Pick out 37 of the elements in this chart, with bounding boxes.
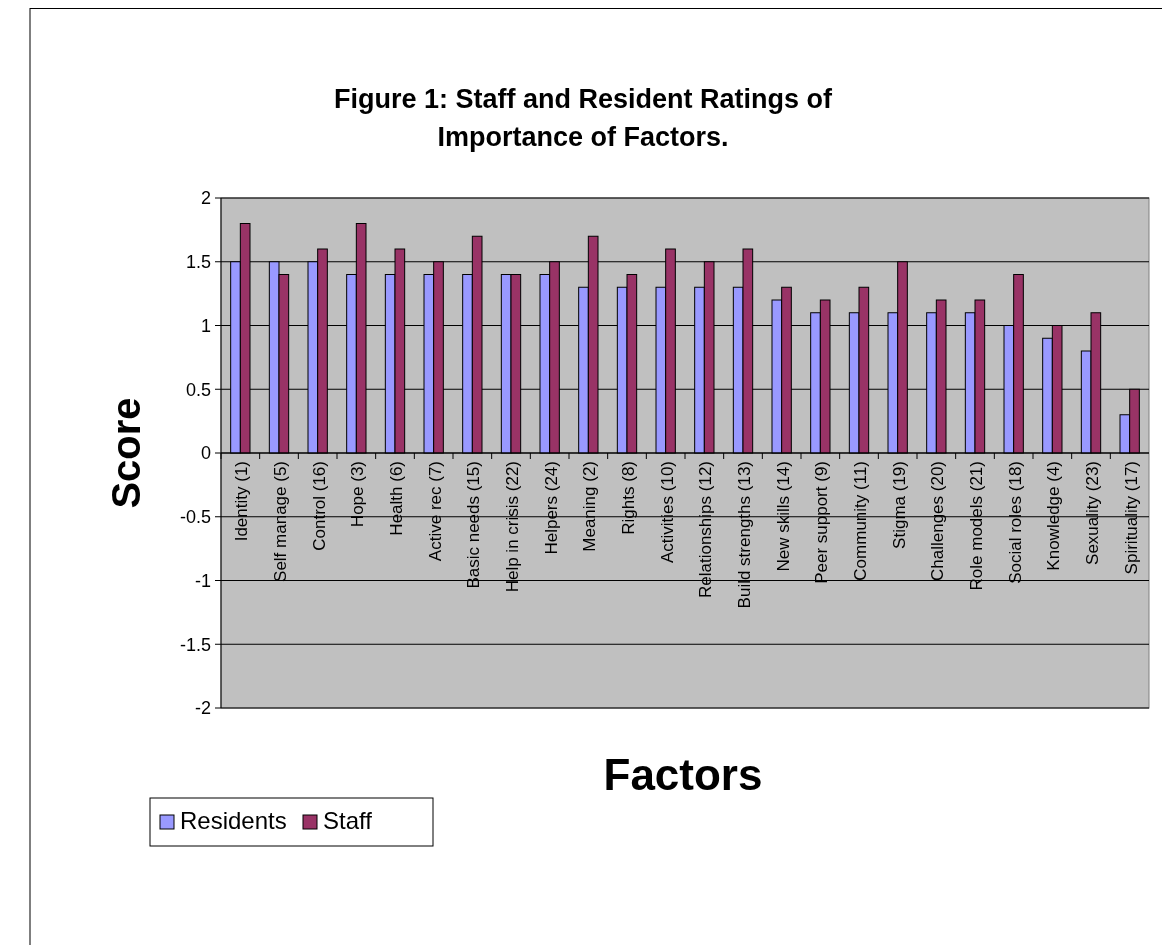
y-tick-label: 1 [200, 315, 211, 336]
x-tick-label: Hope (3) [348, 461, 368, 528]
x-tick-label: Meaning (2) [580, 461, 600, 552]
y-tick-label: 0.5 [185, 379, 211, 400]
x-tick-label: Peer support (9) [812, 461, 832, 584]
x-tick-label: Health (6) [387, 461, 406, 536]
x-tick-label: Help in crisis (22) [503, 461, 522, 593]
legend-label: Staff [323, 807, 373, 834]
x-tick-label: Social roles (18) [1005, 461, 1025, 584]
y-tick-label: -0.5 [179, 507, 211, 528]
x-tick-label: Self manage (5) [271, 461, 290, 582]
x-tick-label: Stigma (19) [889, 461, 909, 549]
legend-label: Residents [180, 807, 287, 834]
chart-title: Figure 1: Staff and Resident Ratings of Importance of Factors. [333, 84, 834, 152]
x-tick-label: Basic needs (15) [464, 461, 484, 589]
y-tick-label: 1.5 [185, 252, 211, 273]
y-axis-title: Score [104, 397, 148, 509]
x-tick-label: Identity (1) [232, 461, 252, 542]
x-tick-label: Helpers (24) [541, 461, 561, 555]
x-tick-label: Control (16) [309, 461, 329, 551]
x-tick-label: Challenges (20) [928, 461, 948, 582]
x-tick-label: Relationships (12) [696, 461, 716, 599]
x-axis-title: Factors [603, 750, 763, 799]
x-tick-label: Rights (8) [619, 461, 638, 535]
x-tick-label: Activities (10) [657, 461, 677, 564]
y-tick-label: -1 [194, 570, 211, 591]
y-tick-label: -2 [194, 698, 211, 719]
x-tick-label: Build strengths (13) [735, 461, 754, 609]
x-tick-label: Active rec (7) [425, 461, 445, 562]
x-tick-label: Sexuality (23) [1083, 461, 1102, 565]
x-tick-label: New skills (14) [773, 461, 793, 572]
y-tick-label: 2 [200, 188, 211, 209]
x-tick-label: Knowledge (4) [1044, 461, 1064, 571]
x-tick-label: Community (11) [851, 461, 870, 581]
y-tick-label: 0 [200, 443, 211, 464]
y-tick-label: -1.5 [179, 634, 211, 655]
x-tick-label: Spirituality (17) [1121, 461, 1141, 575]
